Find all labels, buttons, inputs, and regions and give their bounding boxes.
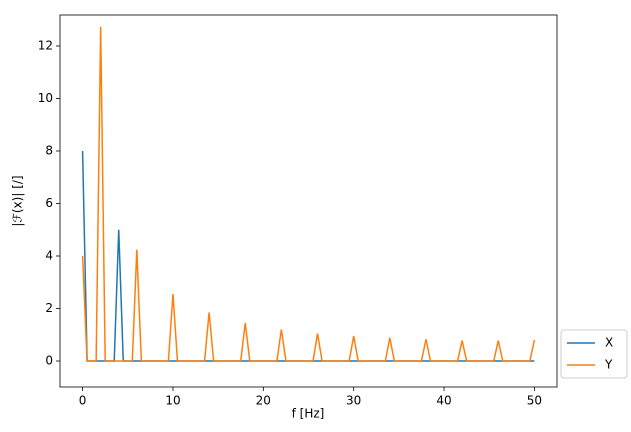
y-tick-label: 2 — [45, 301, 53, 315]
series-line — [81, 26, 536, 362]
x-tick-label: 20 — [256, 394, 271, 408]
y-tick-label: 4 — [45, 248, 53, 262]
series-line — [81, 150, 535, 362]
x-tick-label: 0 — [79, 394, 87, 408]
legend-box — [560, 329, 628, 379]
y-tick-label: 8 — [45, 143, 53, 157]
x-tick-label: 50 — [527, 394, 542, 408]
x-tick-label: 30 — [346, 394, 361, 408]
y-axis-label: |ℱ(x)| [/] — [11, 175, 25, 226]
y-tick-label: 12 — [38, 38, 53, 52]
x-tick-label: 40 — [436, 394, 451, 408]
y-tick-label: 6 — [45, 196, 53, 210]
plot-frame — [59, 14, 558, 388]
x-tick-label: 10 — [165, 394, 180, 408]
x-axis-label: f [Hz] — [292, 407, 325, 421]
y-tick-label: 0 — [45, 354, 53, 368]
legend-label: X — [605, 336, 613, 350]
y-tick-label: 10 — [38, 91, 53, 105]
legend-label: Y — [604, 358, 613, 372]
